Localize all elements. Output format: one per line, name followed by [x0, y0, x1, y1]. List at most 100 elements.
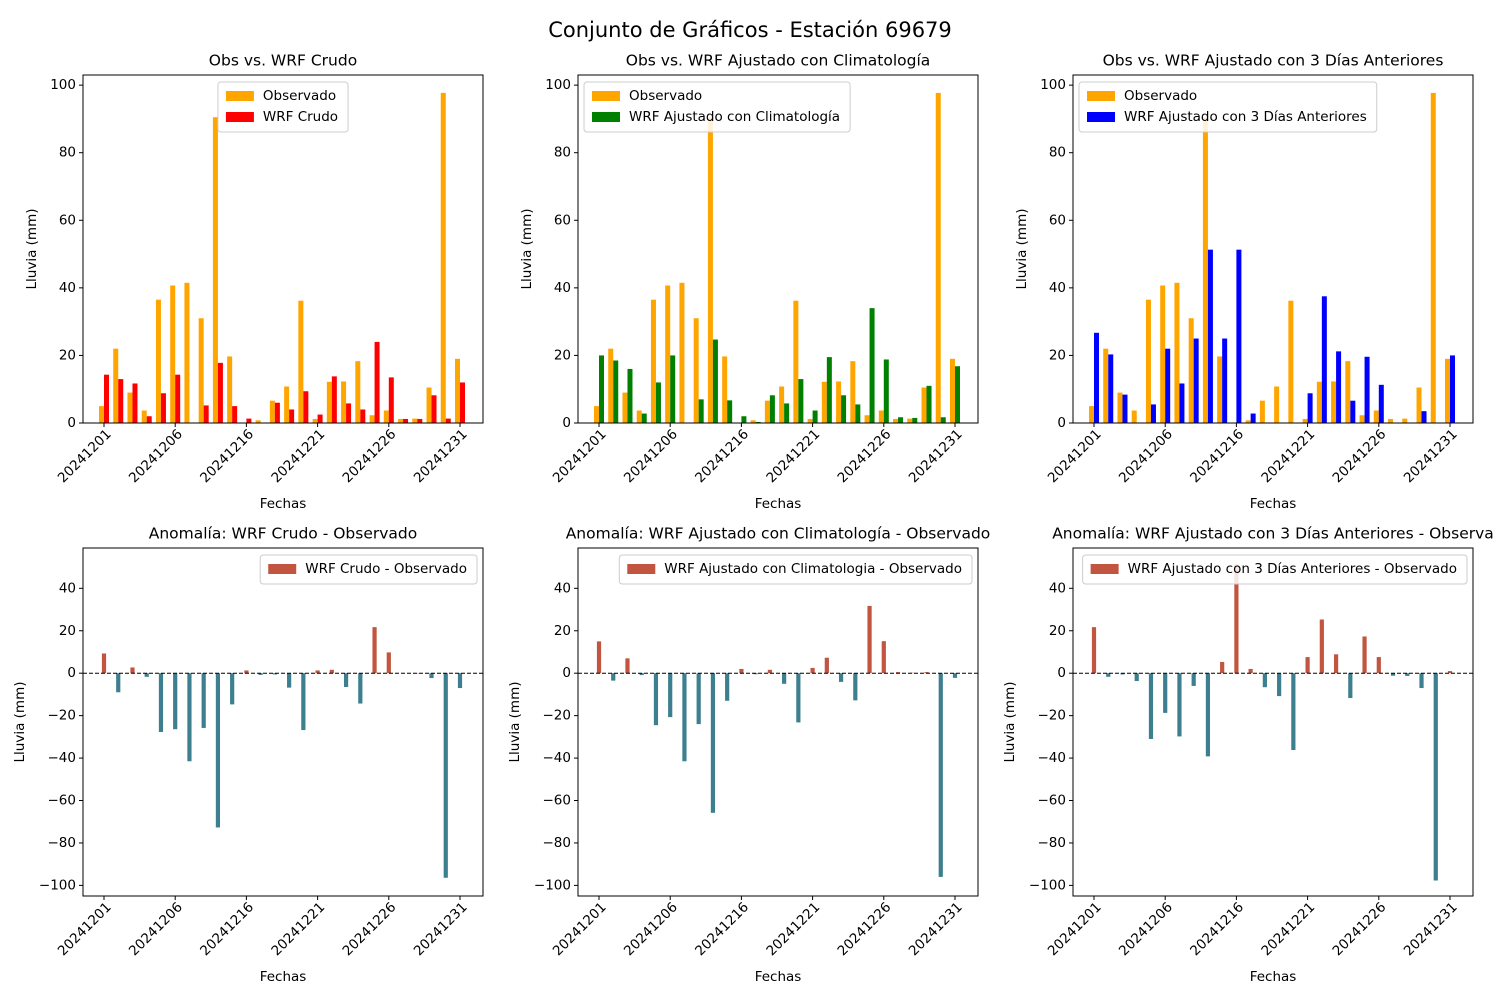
- bar: [398, 418, 404, 423]
- x-tick-label: 20241201: [55, 426, 115, 486]
- bar: [113, 348, 119, 423]
- y-tick-label: −20: [48, 708, 77, 724]
- bar: [360, 409, 366, 423]
- x-tick-label: 20241231: [411, 426, 471, 486]
- bar: [653, 673, 659, 726]
- bar: [864, 415, 870, 423]
- bar: [639, 673, 644, 676]
- x-tick-label: 20241226: [340, 899, 400, 959]
- bar: [1089, 406, 1094, 423]
- bar: [203, 405, 209, 423]
- bar: [1207, 249, 1213, 423]
- axes-frame: [1072, 547, 1474, 897]
- bar: [921, 387, 927, 423]
- bar: [1259, 400, 1265, 423]
- bar: [722, 356, 728, 423]
- bar: [1236, 249, 1242, 423]
- legend-swatch: [268, 564, 297, 574]
- bar: [289, 409, 295, 423]
- bar: [431, 395, 437, 423]
- y-tick-label: 20: [1049, 623, 1066, 639]
- y-tick-label: 100: [1040, 77, 1066, 93]
- bar: [1362, 636, 1367, 674]
- bar: [1262, 673, 1267, 688]
- y-axis-label: Lluvia (mm): [507, 682, 523, 763]
- bar: [1248, 668, 1253, 674]
- bar: [712, 339, 718, 423]
- bar: [838, 673, 844, 682]
- y-tick-label: 0: [1057, 665, 1066, 681]
- bar: [1316, 381, 1322, 423]
- bar: [255, 420, 261, 423]
- bar: [878, 410, 884, 423]
- bar: [99, 406, 104, 423]
- bar: [269, 400, 275, 423]
- bar: [1179, 383, 1185, 423]
- bar: [810, 667, 815, 674]
- y-tick-label: −100: [39, 877, 76, 893]
- bar: [132, 383, 138, 423]
- legend-label: Observado: [1124, 88, 1197, 104]
- bar: [155, 299, 161, 423]
- bar: [383, 410, 389, 423]
- bar: [1094, 332, 1099, 423]
- axes-frame: [1072, 74, 1474, 424]
- figure-title: Conjunto de Gráficos - Estación 69679: [548, 18, 952, 42]
- bar: [1274, 386, 1280, 423]
- bar: [312, 418, 318, 423]
- x-tick-label: 20241206: [1116, 426, 1176, 486]
- legend-swatch: [1087, 91, 1115, 101]
- bar: [170, 285, 176, 423]
- x-tick-label: 20241226: [835, 426, 895, 486]
- x-tick-label: 20241221: [268, 899, 328, 959]
- bar: [274, 402, 280, 423]
- bar: [1336, 351, 1342, 423]
- bar: [596, 641, 602, 674]
- y-tick-label: 40: [59, 580, 76, 596]
- bar: [924, 672, 929, 674]
- bar: [1217, 356, 1223, 423]
- bar: [1373, 410, 1379, 423]
- y-tick-label: 20: [1049, 347, 1066, 363]
- axes-frame: [577, 547, 979, 897]
- y-tick-label: 20: [554, 347, 571, 363]
- bar: [1277, 673, 1282, 697]
- y-tick-label: 60: [554, 212, 571, 228]
- bar: [1348, 673, 1353, 699]
- bar: [867, 605, 872, 674]
- bar: [693, 318, 699, 423]
- y-tick-label: 60: [59, 212, 76, 228]
- y-tick-label: 80: [554, 145, 571, 161]
- x-tick-label: 20241201: [1045, 899, 1105, 959]
- bar: [710, 673, 716, 813]
- legend-label: WRF Ajustado con Climatología: [629, 109, 840, 125]
- bar: [1378, 384, 1384, 423]
- bar: [1359, 415, 1365, 423]
- bar: [625, 658, 630, 674]
- legend-swatch: [627, 564, 656, 574]
- x-axis-label: Fechas: [260, 496, 307, 512]
- legend-label: WRF Ajustado con Climatologia - Observad…: [664, 561, 962, 577]
- x-tick-label: 20241226: [1330, 426, 1390, 486]
- x-axis-label: Fechas: [755, 496, 802, 512]
- bar: [173, 673, 178, 730]
- bar: [426, 387, 432, 423]
- bar: [343, 673, 349, 687]
- legend: [583, 81, 851, 133]
- bar: [1447, 671, 1453, 674]
- x-tick-label: 20241231: [906, 426, 966, 486]
- bar: [850, 361, 856, 423]
- bar: [668, 673, 673, 718]
- bar: [358, 673, 363, 704]
- bar: [317, 414, 323, 423]
- bar: [460, 382, 465, 423]
- bar: [938, 673, 943, 877]
- bar: [144, 673, 149, 677]
- bar: [707, 117, 713, 424]
- x-tick-label: 20241231: [411, 899, 471, 959]
- bar: [1350, 400, 1356, 423]
- bar: [1433, 673, 1438, 881]
- bar: [622, 392, 628, 423]
- y-tick-label: −20: [1038, 708, 1067, 724]
